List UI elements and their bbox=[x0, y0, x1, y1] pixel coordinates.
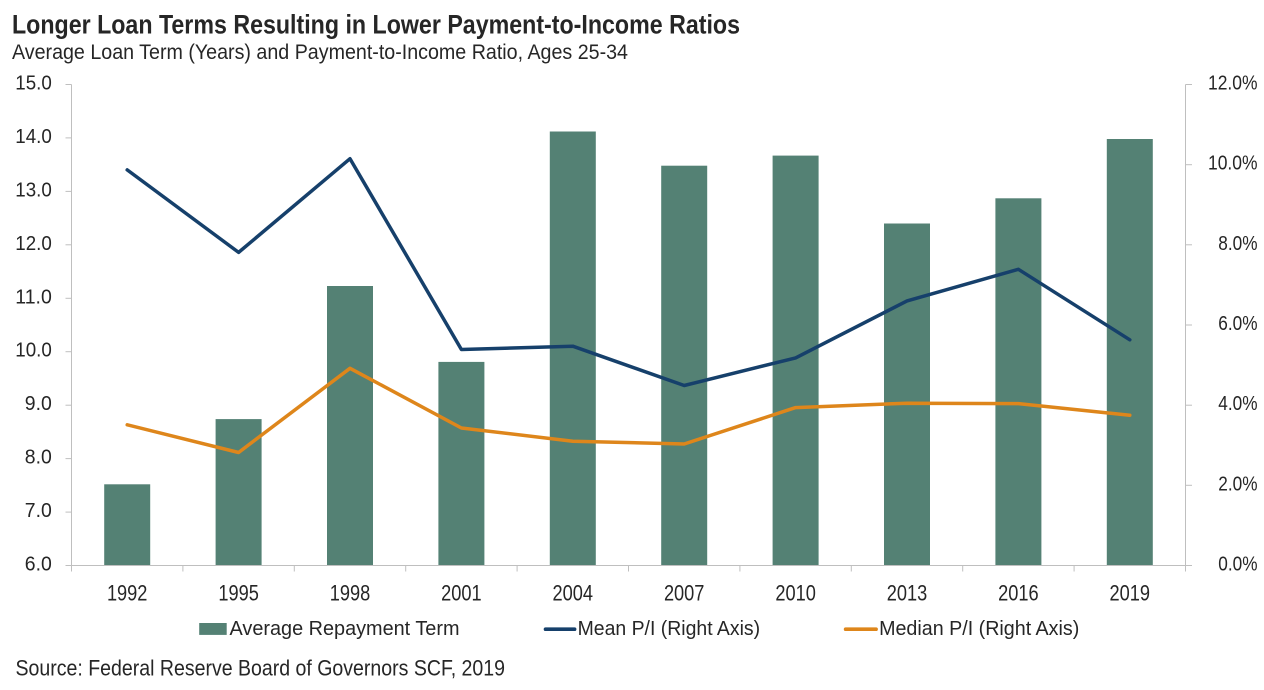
svg-text:6.0: 6.0 bbox=[25, 553, 52, 576]
svg-text:4.0%: 4.0% bbox=[1218, 392, 1257, 415]
svg-text:2010: 2010 bbox=[775, 580, 816, 605]
svg-text:13.0: 13.0 bbox=[15, 178, 52, 201]
svg-text:0.0%: 0.0% bbox=[1218, 553, 1257, 576]
svg-text:11.0: 11.0 bbox=[15, 285, 52, 308]
svg-text:1998: 1998 bbox=[330, 580, 371, 605]
svg-text:Median P/I (Right Axis): Median P/I (Right Axis) bbox=[879, 618, 1079, 640]
svg-text:2013: 2013 bbox=[887, 580, 928, 605]
svg-text:1995: 1995 bbox=[218, 580, 259, 605]
svg-text:8.0: 8.0 bbox=[25, 446, 52, 469]
svg-text:2004: 2004 bbox=[553, 580, 594, 605]
svg-text:Source: Federal Reserve Board: Source: Federal Reserve Board of Governo… bbox=[16, 656, 506, 681]
svg-text:Longer Loan Terms Resulting in: Longer Loan Terms Resulting in Lower Pay… bbox=[12, 10, 740, 40]
svg-text:Mean P/I (Right Axis): Mean P/I (Right Axis) bbox=[578, 618, 761, 640]
svg-text:12.0%: 12.0% bbox=[1208, 72, 1258, 95]
svg-text:Average Repayment Term: Average Repayment Term bbox=[230, 618, 460, 640]
svg-text:2019: 2019 bbox=[1110, 580, 1151, 605]
svg-text:2001: 2001 bbox=[441, 580, 482, 605]
svg-text:9.0: 9.0 bbox=[25, 392, 52, 415]
svg-text:2.0%: 2.0% bbox=[1218, 472, 1257, 495]
svg-text:7.0: 7.0 bbox=[25, 499, 52, 522]
svg-text:10.0%: 10.0% bbox=[1208, 152, 1258, 175]
svg-text:8.0%: 8.0% bbox=[1218, 232, 1257, 255]
svg-text:Average Loan Term (Years) and: Average Loan Term (Years) and Payment-to… bbox=[12, 40, 628, 64]
svg-text:10.0: 10.0 bbox=[15, 339, 52, 362]
svg-text:2016: 2016 bbox=[998, 580, 1039, 605]
svg-text:1992: 1992 bbox=[107, 580, 148, 605]
svg-text:6.0%: 6.0% bbox=[1218, 312, 1257, 335]
svg-text:12.0: 12.0 bbox=[15, 232, 52, 255]
svg-text:15.0: 15.0 bbox=[15, 72, 52, 95]
svg-text:14.0: 14.0 bbox=[15, 125, 52, 148]
svg-text:2007: 2007 bbox=[664, 580, 705, 605]
